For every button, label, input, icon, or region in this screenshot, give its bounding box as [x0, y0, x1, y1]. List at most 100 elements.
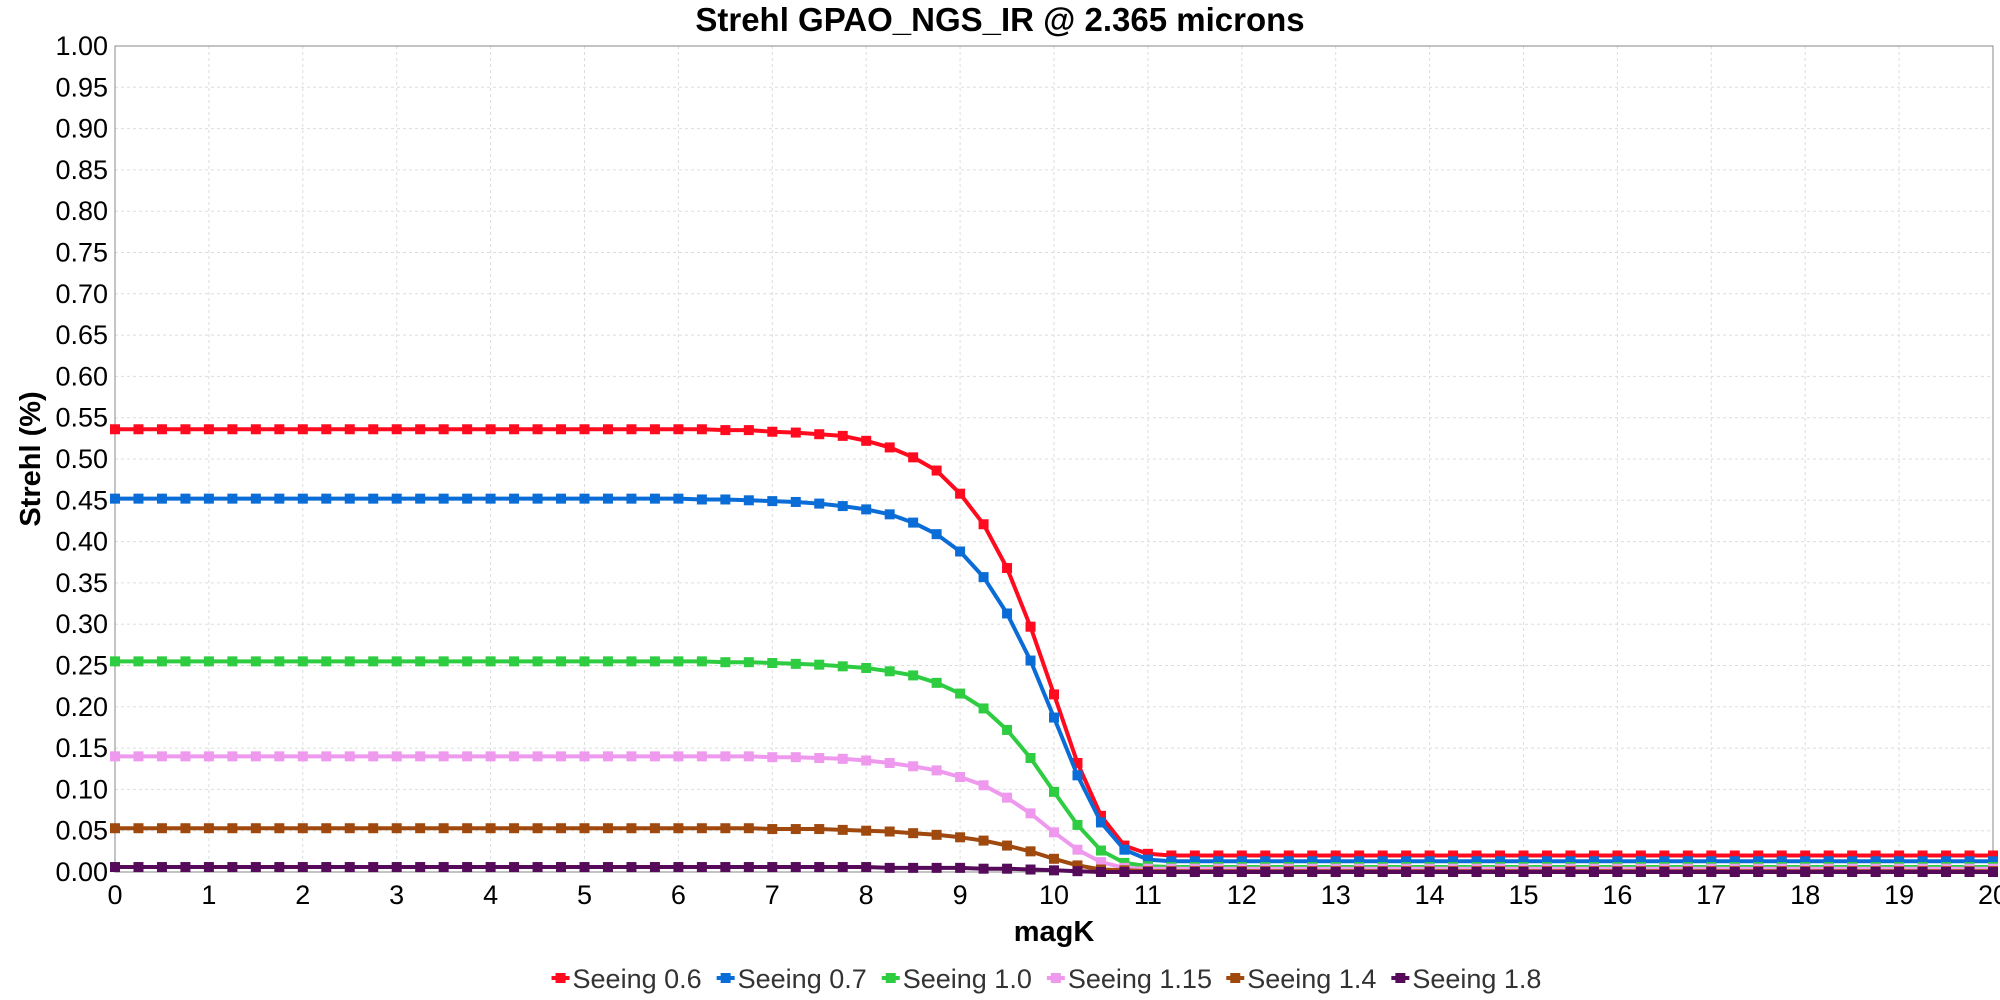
data-point [203, 862, 214, 873]
data-point [649, 862, 660, 873]
data-point [297, 862, 308, 873]
data-point [391, 493, 402, 504]
legend-marker [555, 973, 566, 983]
data-point [509, 424, 520, 435]
data-point [743, 862, 754, 873]
data-point [1330, 850, 1341, 861]
data-point [1776, 867, 1787, 877]
x-tick-label: 10 [1039, 880, 1069, 910]
data-point [509, 823, 520, 834]
x-tick-label: 13 [1321, 880, 1351, 910]
data-point [626, 823, 637, 834]
data-point [133, 424, 144, 435]
data-point [790, 752, 801, 763]
data-point [274, 751, 285, 762]
data-point [203, 823, 214, 834]
x-tick-label: 14 [1415, 880, 1445, 910]
data-point [556, 424, 567, 435]
data-point [1377, 856, 1388, 867]
data-point [1847, 850, 1858, 861]
x-tick-label: 15 [1508, 880, 1538, 910]
data-point [720, 494, 731, 505]
y-tick-label: 0.95 [55, 72, 108, 102]
data-point [532, 862, 543, 873]
data-point [391, 862, 402, 873]
data-point [649, 424, 660, 435]
data-point [978, 519, 989, 530]
data-point [1377, 850, 1388, 861]
data-point [438, 823, 449, 834]
data-point [1753, 867, 1764, 877]
y-tick-label: 0.85 [55, 155, 108, 185]
data-point [1330, 867, 1341, 877]
data-point [861, 504, 872, 515]
data-point [1753, 856, 1764, 867]
legend-marker [1050, 973, 1061, 983]
data-point [696, 494, 707, 505]
data-point [1941, 856, 1952, 867]
x-tick-label: 2 [295, 880, 310, 910]
data-point [1213, 867, 1224, 877]
data-point [368, 493, 379, 504]
data-point [1049, 853, 1059, 864]
data-point [415, 493, 426, 504]
data-point [1729, 867, 1740, 877]
data-point [344, 656, 355, 667]
series-layer [110, 424, 1998, 877]
y-tick-label: 0.20 [55, 692, 108, 722]
data-point [1659, 856, 1670, 867]
x-tick-label: 5 [577, 880, 592, 910]
data-point [1988, 856, 1998, 867]
data-point [1541, 850, 1552, 861]
data-point [720, 823, 731, 834]
data-point [368, 656, 379, 667]
data-point [790, 824, 801, 835]
data-point [767, 752, 778, 763]
data-point [1260, 867, 1271, 877]
data-point [602, 823, 613, 834]
data-point [743, 657, 754, 668]
data-point [1307, 850, 1318, 861]
data-point [156, 493, 167, 504]
x-tick-label: 3 [389, 880, 404, 910]
data-point [344, 424, 355, 435]
data-point [321, 493, 332, 504]
legend-marker [885, 973, 896, 983]
y-tick-label: 0.75 [55, 238, 108, 268]
data-point [1753, 850, 1764, 861]
data-point [1049, 865, 1059, 876]
data-point [1988, 867, 1998, 877]
data-point [602, 493, 613, 504]
data-point [532, 823, 543, 834]
x-tick-label: 9 [953, 880, 968, 910]
data-point [1588, 856, 1599, 867]
data-point [1401, 856, 1412, 867]
data-point [1002, 724, 1013, 735]
data-point [1142, 854, 1153, 865]
data-point [203, 424, 214, 435]
data-point [180, 493, 191, 504]
data-point [1283, 867, 1294, 877]
data-point [203, 751, 214, 762]
data-point [790, 862, 801, 873]
data-point [110, 823, 120, 834]
data-point [884, 509, 895, 520]
data-point [602, 862, 613, 873]
data-point [1941, 867, 1952, 877]
data-point [884, 666, 895, 677]
data-point [1964, 867, 1975, 877]
data-point [485, 493, 496, 504]
data-point [250, 862, 261, 873]
data-point [344, 862, 355, 873]
data-point [1941, 850, 1952, 861]
data-point [532, 751, 543, 762]
data-point [1072, 866, 1083, 877]
data-point [1917, 856, 1928, 867]
data-point [1072, 819, 1083, 830]
data-point [1541, 867, 1552, 877]
data-point [556, 656, 567, 667]
data-point [1283, 850, 1294, 861]
data-point [955, 688, 966, 699]
data-point [1471, 867, 1482, 877]
data-point [696, 424, 707, 435]
